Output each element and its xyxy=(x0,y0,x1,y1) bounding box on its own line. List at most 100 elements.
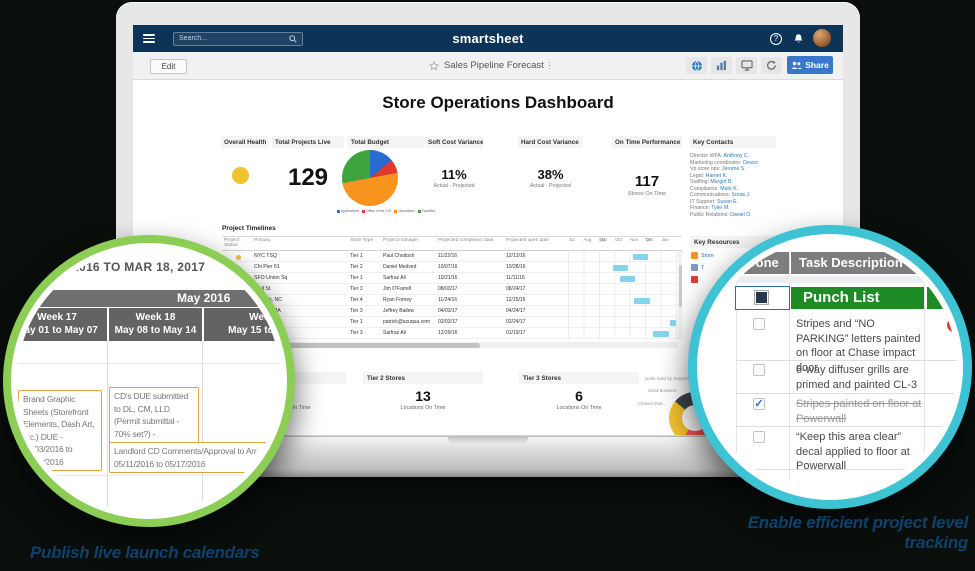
calendar-gridline xyxy=(17,475,281,476)
menu-icon[interactable] xyxy=(143,34,155,43)
present-button[interactable] xyxy=(736,57,757,74)
vertical-scrollbar[interactable] xyxy=(678,251,682,339)
legend-item: Applications xyxy=(336,209,359,213)
app-logo: smartsheet xyxy=(452,31,524,46)
gantt-bar[interactable] xyxy=(634,297,650,304)
contact-row: Public Relations: Daniel O. xyxy=(690,211,752,218)
punch-task-row[interactable]: 6-way diffuser grills are primed and pai… xyxy=(736,361,957,394)
table-row[interactable]: SFO Union Sq Tier 1 Sarfraz Ali 10/21/16… xyxy=(222,273,682,284)
contact-link[interactable]: Susan E. xyxy=(717,198,739,205)
metric-label-hard-cost: Hard Cost Variance xyxy=(518,136,583,148)
chart-view-button[interactable] xyxy=(711,57,732,74)
units-chart-title: Units Sold by Segment xyxy=(645,376,692,381)
calendar-task-card[interactable]: Landlord CD Comments/Approval to Arr 05/… xyxy=(109,442,281,473)
task-checkbox[interactable]: ✓ xyxy=(753,398,765,410)
units-chart-label: Small Business xyxy=(648,388,677,393)
share-button[interactable]: Share xyxy=(787,56,833,74)
contact-row: Director WFA: Anthony C. xyxy=(690,153,750,159)
task-checkbox[interactable] xyxy=(753,364,765,376)
punch-task-row[interactable]: “Keep this area clear” decal applied to … xyxy=(736,428,957,472)
punch-task-row[interactable]: Stripes and “NO PARKING” letters painted… xyxy=(736,315,957,374)
more-options-icon[interactable] xyxy=(548,61,551,70)
tier-section: Tier 2 Stores 13 Locations On Time xyxy=(363,372,483,422)
gantt-header: Q1 Q2 Jul Aug Sep Oct Nov Dec Jan xyxy=(568,237,669,242)
key-resource-item[interactable]: Store xyxy=(691,252,714,259)
task-checkbox[interactable] xyxy=(753,318,765,330)
publish-globe-button[interactable] xyxy=(686,57,707,74)
table-row[interactable]: Detroit, MI Tier 3 Sarfraz Ali 12/29/16 … xyxy=(222,328,682,339)
metric-label-total-budget: Total Budget xyxy=(348,136,424,148)
user-avatar[interactable] xyxy=(813,29,831,47)
contact-link[interactable]: Daniel O. xyxy=(730,211,752,218)
horizontal-scrollbar-thumb[interactable] xyxy=(280,342,480,348)
contact-link[interactable]: Harriet K. xyxy=(705,172,728,179)
table-row[interactable]: NYC TSQ Tier 1 Paul Chodosh 11/22/16 12/… xyxy=(222,251,682,262)
budget-pie-legend: Applications Office of the CIO Operation… xyxy=(331,209,441,213)
hard-cost-value: 38% xyxy=(537,167,564,182)
punch-list-group-row-extension xyxy=(927,287,957,309)
refresh-icon xyxy=(767,60,776,70)
notifications-bell-icon[interactable] xyxy=(793,32,804,50)
metric-label-on-time: On Time Performance xyxy=(612,136,682,148)
gantt-bar[interactable] xyxy=(620,275,635,282)
search-input[interactable]: Search... xyxy=(173,31,303,46)
contact-link[interactable]: Tyler M. xyxy=(711,205,730,211)
punchlist-callout: Done Task Description P Punch List Strip… xyxy=(688,225,972,509)
contact-link[interactable]: Margot B. xyxy=(710,179,733,185)
share-label: Share xyxy=(805,60,829,70)
gantt-bar[interactable] xyxy=(653,330,669,337)
table-row[interactable]: Austin, TX Tier 1 patrick@azuqua.com 02/… xyxy=(222,317,682,328)
contact-link[interactable]: Devon xyxy=(743,159,759,166)
calendar-week-header: Week 18 May 08 to May 14 xyxy=(109,308,202,341)
caption-right: Enable efficient project level tracking xyxy=(747,513,969,552)
sheet-title: Sales Pipeline Forecast xyxy=(444,60,544,71)
favorite-star-icon[interactable] xyxy=(429,60,439,71)
tier-value: 13 xyxy=(415,388,431,404)
vertical-scrollbar-thumb[interactable] xyxy=(678,265,682,307)
column-header-task: Task Description xyxy=(791,252,924,274)
contact-row: Legal: Harriet K. xyxy=(690,172,728,179)
metric-label-total-projects: Total Projects Live xyxy=(272,136,344,148)
calendar-gridline xyxy=(107,341,108,513)
table-row[interactable]: Chi Pier 51 Tier 2 Daniel Medved 10/07/1… xyxy=(222,262,682,273)
contact-row: Compliance: Mark K. xyxy=(690,185,739,192)
punch-list-group-row[interactable]: Punch List xyxy=(791,287,924,309)
budget-pie-chart xyxy=(342,150,398,206)
gantt-bar[interactable] xyxy=(633,253,648,260)
contact-row: Staffing: Margot B. xyxy=(690,179,733,185)
calendar-task-card[interactable]: Brand Graphic Sheets (Storefront Element… xyxy=(18,390,102,471)
table-row[interactable]: Boston, MA Tier 3 Jeffrey Ballew 04/03/1… xyxy=(222,306,682,317)
column-header-third: P xyxy=(926,252,957,274)
help-icon[interactable]: ? xyxy=(770,32,782,45)
key-resource-item[interactable] xyxy=(691,276,701,283)
contact-row: Finance: Tyler M. xyxy=(690,205,730,211)
soft-cost-value: 11% xyxy=(441,167,467,182)
edit-button[interactable]: Edit xyxy=(150,58,187,74)
table-row[interactable]: Wall St. Tier 3 Jim O'Farrell 08/03/17 0… xyxy=(222,284,682,295)
contact-link[interactable]: Jerome S. xyxy=(722,166,746,172)
refresh-button[interactable] xyxy=(761,57,782,74)
legend-swatch xyxy=(394,209,398,213)
task-checkbox[interactable] xyxy=(753,431,765,443)
table-row[interactable]: Raleigh, NC Tier 4 Ryan Forney 11/24/16 … xyxy=(222,295,682,306)
timelines-table: Project Status Primary Store Type Projec… xyxy=(222,236,682,339)
punch-task-row[interactable]: ✓ Stripes painted on floor at Powerwall xyxy=(736,395,957,427)
horizontal-scrollbar[interactable] xyxy=(222,342,678,348)
group-checkbox[interactable] xyxy=(755,291,768,304)
key-resource-item[interactable]: T xyxy=(691,264,704,271)
red-status-ball-icon xyxy=(947,318,957,332)
gantt-bar[interactable] xyxy=(670,319,676,326)
soft-cost-sub: Actual - Projected xyxy=(433,183,475,189)
legend-swatch xyxy=(362,209,366,213)
contact-link[interactable]: Sonia J. xyxy=(731,192,751,198)
search-icon xyxy=(289,34,297,43)
contact-row: Marketing coordinator: Devon xyxy=(690,159,759,166)
contact-link[interactable]: Anthony C. xyxy=(723,153,750,159)
column-chart-icon xyxy=(716,60,726,71)
selected-cell[interactable] xyxy=(735,286,790,310)
contact-link[interactable]: Mark K. xyxy=(720,185,739,192)
legend-item: Operations xyxy=(394,209,415,213)
sheet-title-group: Sales Pipeline Forecast xyxy=(429,60,551,71)
calendar-period: 2016 TO MAR 18, 2017 xyxy=(72,260,206,274)
gantt-bar[interactable] xyxy=(613,264,628,271)
